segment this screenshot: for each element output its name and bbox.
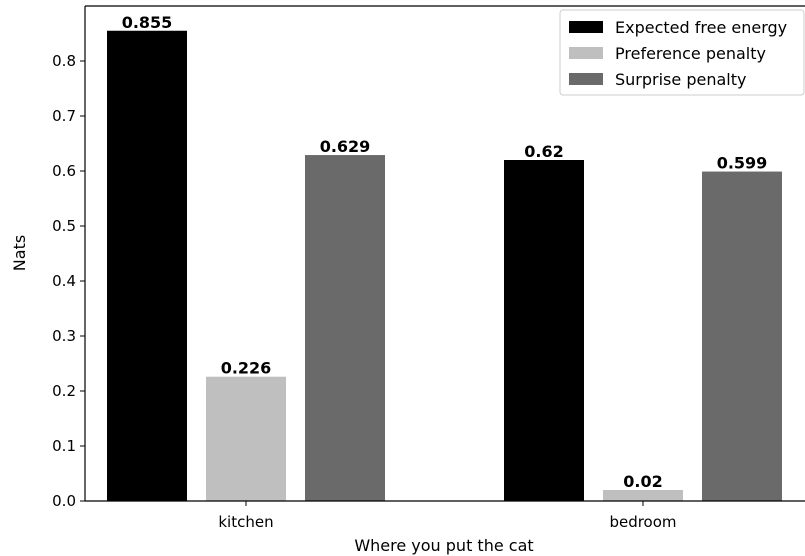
bars-layer <box>107 30 782 502</box>
legend-swatch <box>569 47 603 59</box>
y-tick-label: 0.5 <box>52 217 76 235</box>
bar-preference-penalty-bedroom <box>603 490 683 501</box>
y-tick-label: 0.2 <box>52 382 76 400</box>
y-tick-label: 0.8 <box>52 52 76 70</box>
bar-expected-free-energy-bedroom <box>504 160 584 501</box>
x-tick-label-kitchen: kitchen <box>218 513 273 531</box>
y-tick-label: 0.0 <box>52 492 76 510</box>
bar-expected-free-energy-kitchen <box>107 30 187 501</box>
bar-value-label: 0.62 <box>524 142 563 161</box>
bar-value-label: 0.226 <box>221 359 272 378</box>
bar-surprise-penalty-kitchen <box>305 155 385 502</box>
y-tick-label: 0.7 <box>52 107 76 125</box>
bar-value-label: 0.855 <box>122 13 173 32</box>
bar-value-label: 0.629 <box>320 137 371 156</box>
y-tick-label: 0.1 <box>52 437 76 455</box>
bar-preference-penalty-kitchen <box>206 376 286 501</box>
bar-value-label: 0.02 <box>623 472 662 491</box>
axes-layer: 0.0 0.1 0.2 0.3 0.4 0.5 0.6 0.7 0.8 kitchen bedroo… <box>52 5 805 531</box>
legend-swatch <box>569 73 603 85</box>
legend-label: Surprise penalty <box>615 70 746 89</box>
legend: Expected free energy Preference penalty Su… <box>559 9 805 96</box>
legend-label: Preference penalty <box>615 44 766 63</box>
x-axis-label: Where you put the cat <box>354 536 533 555</box>
y-tick-label: 0.3 <box>52 327 76 345</box>
y-axis-label: Nats <box>10 235 29 271</box>
bar-surprise-penalty-bedroom <box>702 171 782 502</box>
legend-label: Expected free energy <box>615 18 787 37</box>
y-tick-label: 0.4 <box>52 272 76 290</box>
bar-value-label: 0.599 <box>717 154 768 173</box>
y-tick-label: 0.6 <box>52 162 76 180</box>
legend-frame <box>559 9 805 96</box>
bar-labels-layer: 0.855 0.62 0.226 0.02 0.629 0.599 <box>122 13 768 491</box>
x-tick-label-bedroom: bedroom <box>609 513 676 531</box>
legend-swatch <box>569 21 603 33</box>
